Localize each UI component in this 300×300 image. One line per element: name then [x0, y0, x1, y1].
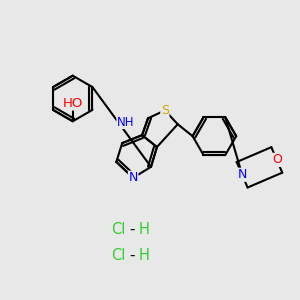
- Text: Cl: Cl: [111, 248, 125, 262]
- Text: -: -: [129, 248, 135, 262]
- Text: Cl: Cl: [111, 222, 125, 237]
- Text: NH: NH: [117, 116, 134, 128]
- Text: HO: HO: [62, 97, 83, 110]
- Text: O: O: [272, 153, 282, 167]
- Text: H: H: [139, 248, 149, 262]
- Text: S: S: [161, 104, 169, 117]
- Text: N: N: [128, 171, 138, 184]
- Text: N: N: [238, 168, 247, 181]
- Text: H: H: [139, 222, 149, 237]
- Text: -: -: [129, 222, 135, 237]
